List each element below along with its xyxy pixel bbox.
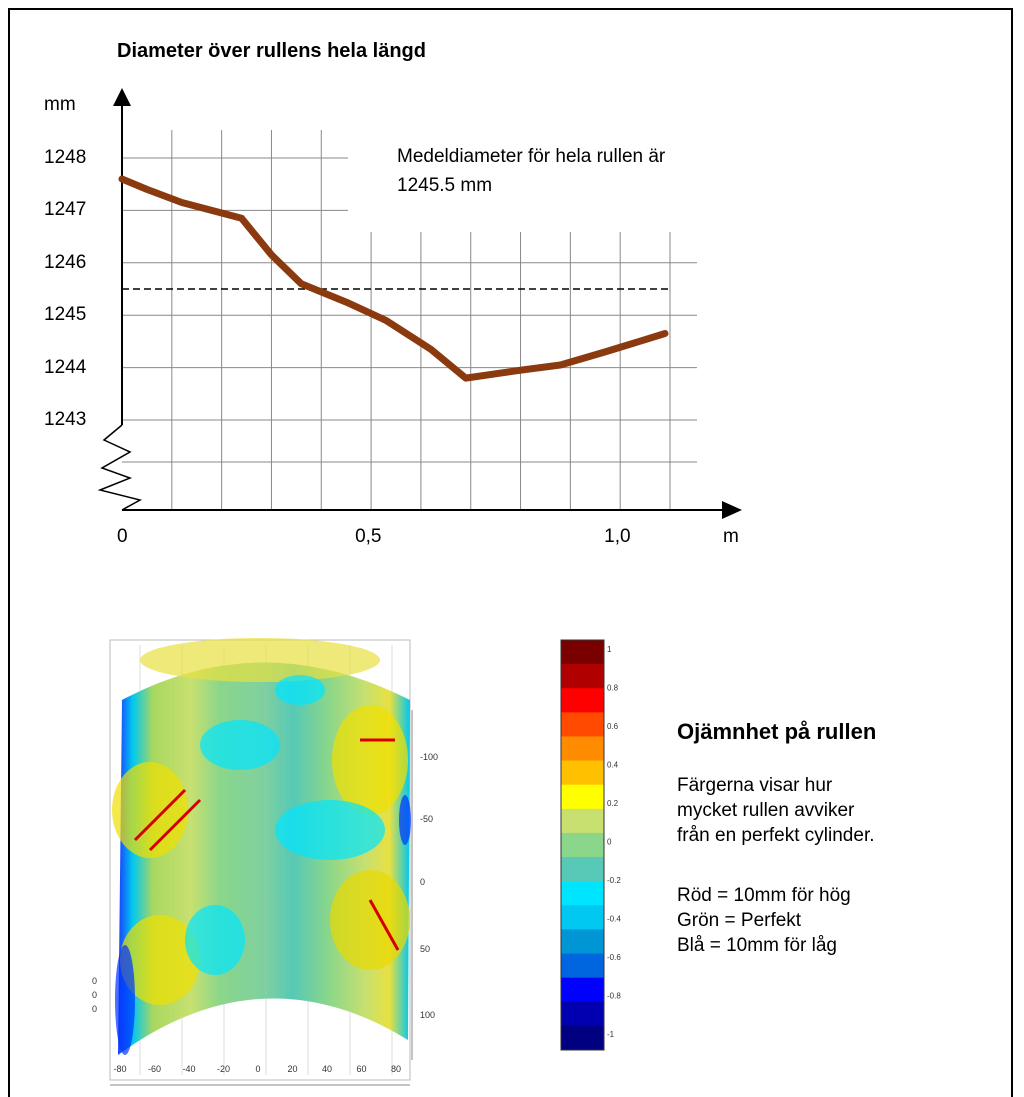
colorbar-segment: [561, 712, 604, 737]
chart-series: [118, 175, 669, 382]
y-tick-label: 1248: [44, 147, 87, 168]
colorbar-segment: [561, 808, 604, 834]
colorbar-segment: [561, 1001, 604, 1027]
heatmap-x-tick: -60: [148, 1064, 161, 1074]
surface-patch: [115, 945, 135, 1055]
diameter-series-line: [118, 175, 669, 382]
surface-patch: [275, 800, 385, 860]
legend-blue: Blå = 10mm för låg: [677, 935, 837, 956]
heatmap-x-tick: -20: [217, 1064, 230, 1074]
y-axis-unit: mm: [44, 94, 76, 115]
surface-patch: [140, 638, 380, 682]
heatmap-y-tick: 50: [420, 944, 430, 954]
colorbar-segment: [561, 881, 604, 906]
heatmap-x-tick: -40: [182, 1064, 195, 1074]
chart-title: Diameter över rullens hela längd: [117, 40, 426, 62]
colorbar-segment: [561, 760, 604, 786]
colorbar-segment: [561, 857, 604, 882]
surface-patch: [120, 915, 200, 1005]
colorbar: 1 0.8 0.6 0.4 0.2 0 -0.2 -0.4 -0.6 -0.8 -1: [560, 639, 621, 1051]
x-axis-arrow: [722, 501, 742, 519]
surface-patch: [275, 675, 325, 705]
colorbar-segment: [561, 832, 604, 858]
colorbar-frame: [560, 639, 605, 1051]
page-frame: [8, 8, 1013, 1097]
colorbar-segment: [561, 929, 604, 955]
heatmap-y-tick: 0: [420, 877, 425, 887]
x-tick-label: 0: [117, 526, 128, 547]
heatmap-plot: -80 -60 -40 -20 0 20 40 60 80 -100 -50 0 50 100 0 0 0: [92, 638, 438, 1086]
colorbar-tick: -1: [607, 1030, 615, 1039]
heatmap-description-line: Färgerna visar hur: [677, 775, 833, 796]
colorbar-segment: [561, 977, 604, 1003]
surface-patch: [112, 762, 188, 858]
surface-streak: [148, 798, 202, 852]
colorbar-tick: -0.2: [607, 876, 621, 885]
heatmap-x-tick: 60: [356, 1064, 366, 1074]
surface-streak: [368, 899, 400, 951]
surface-patch: [200, 720, 280, 770]
colorbar-tick: 0.8: [607, 684, 619, 693]
x-axis-unit: m: [723, 526, 739, 547]
colorbar-tick: -0.8: [607, 992, 621, 1001]
heatmap-description: Färgerna visar hur mycket rullen avviker…: [677, 773, 977, 848]
colorbar-tick: 1: [607, 645, 612, 654]
x-tick-label: 1,0: [604, 526, 631, 547]
heatmap-x-tick: 20: [287, 1064, 297, 1074]
surface-patch: [332, 705, 408, 815]
legend-red: Röd = 10mm för hög: [677, 885, 851, 906]
colorbar-tick: -0.4: [607, 915, 621, 924]
heatmap-title: Ojämnhet på rullen: [677, 719, 877, 744]
color-legend-text: Röd = 10mm för hög Grön = Perfekt Blå = …: [677, 883, 851, 958]
x-tick-label: 0,5: [355, 526, 382, 547]
heatmap-x-tick: 80: [391, 1064, 401, 1074]
chart-grid: [122, 130, 697, 510]
mean-annotation: Medeldiameter för hela rullen är 1245.5 …: [397, 146, 666, 196]
heatmap-left-tick: 0: [92, 976, 97, 986]
axis-break-zigzag: [97, 424, 143, 511]
colorbar-segment: [561, 736, 604, 762]
colorbar-tick: 0: [607, 838, 612, 847]
surface-patch: [399, 795, 411, 845]
colorbar-segment: [561, 664, 604, 689]
chart-axes: [97, 88, 742, 519]
colorbar-segment: [561, 688, 604, 713]
surface-patch: [185, 905, 245, 975]
heatmap-description-line: från en perfekt cylinder.: [677, 825, 875, 846]
heatmap-x-tick: 0: [255, 1064, 260, 1074]
legend-green: Grön = Perfekt: [677, 910, 802, 931]
heatmap-y-tick: -50: [420, 814, 433, 824]
colorbar-segment: [561, 953, 604, 979]
y-tick-label: 1245: [44, 304, 87, 326]
y-tick-label: 1246: [44, 251, 87, 273]
surface-patch: [330, 870, 410, 970]
y-tick-label: 1247: [44, 199, 87, 221]
heatmap-left-tick: 0: [92, 990, 97, 1000]
heatmap-left-tick: 0: [92, 1004, 97, 1014]
colorbar-segment: [561, 784, 604, 810]
surface-streak: [133, 788, 187, 842]
heatmap-y-tick: 100: [420, 1010, 435, 1020]
heatmap-x-tick: -80: [113, 1064, 126, 1074]
colorbar-tick: 0.2: [607, 799, 619, 808]
colorbar-segment: [561, 905, 604, 930]
y-axis-arrow: [113, 88, 131, 106]
y-tick-label: 1243: [44, 409, 87, 430]
colorbar-tick: 0.4: [607, 761, 619, 770]
colorbar-segment: [561, 640, 604, 665]
colorbar-tick: 0.6: [607, 722, 619, 731]
heatmap-description-line: mycket rullen avviker: [677, 800, 855, 821]
y-tick-label: 1244: [44, 356, 87, 378]
colorbar-tick: -0.6: [607, 953, 621, 962]
heatmap-y-tick: -100: [420, 752, 438, 762]
colorbar-segment: [561, 1025, 604, 1051]
heatmap-x-tick: 40: [322, 1064, 332, 1074]
